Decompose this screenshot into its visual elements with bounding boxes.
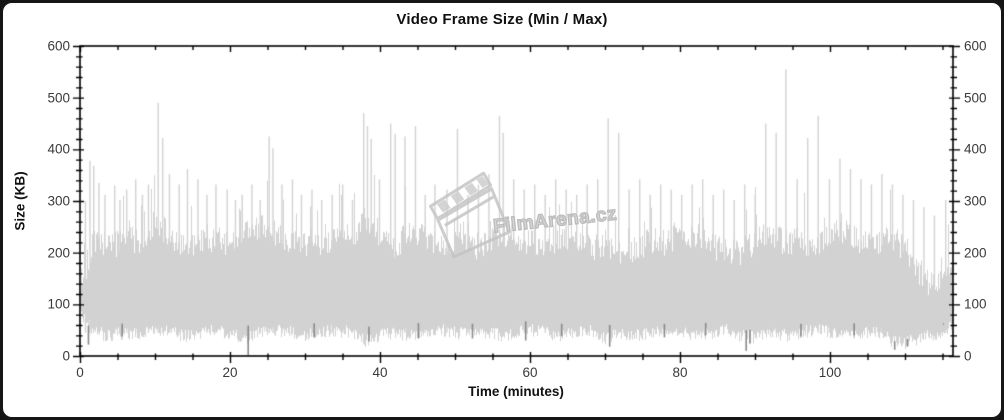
y-tick-label-left: 200: [47, 245, 70, 261]
plot-canvas: [3, 3, 1001, 417]
y-tick-label-left: 300: [47, 193, 70, 209]
y-tick-label-right: 600: [964, 38, 987, 54]
x-tick-label: 60: [522, 365, 538, 380]
y-axis-label: Size (KB): [12, 171, 28, 231]
chart-title: Video Frame Size (Min / Max): [396, 11, 608, 28]
x-tick-label: 20: [222, 365, 238, 380]
y-tick-label-right: 400: [964, 141, 987, 157]
y-tick-label-right: 300: [964, 193, 987, 209]
y-tick-label-left: 600: [47, 38, 70, 54]
y-tick-label-left: 400: [47, 141, 70, 157]
y-tick-label-left: 500: [47, 90, 70, 106]
x-tick-label: 0: [76, 365, 84, 380]
y-tick-label-left: 100: [47, 296, 70, 312]
x-tick-label: 80: [672, 365, 688, 380]
y-tick-label-right: 200: [964, 245, 987, 261]
y-tick-label-left: 0: [62, 348, 70, 364]
y-tick-label-right: 100: [964, 296, 987, 312]
x-tick-label: 100: [818, 365, 842, 380]
x-tick-label: 40: [372, 365, 388, 380]
x-axis-label: Time (minutes): [468, 384, 564, 399]
y-tick-label-right: 0: [964, 348, 972, 364]
y-tick-label-right: 500: [964, 90, 987, 106]
